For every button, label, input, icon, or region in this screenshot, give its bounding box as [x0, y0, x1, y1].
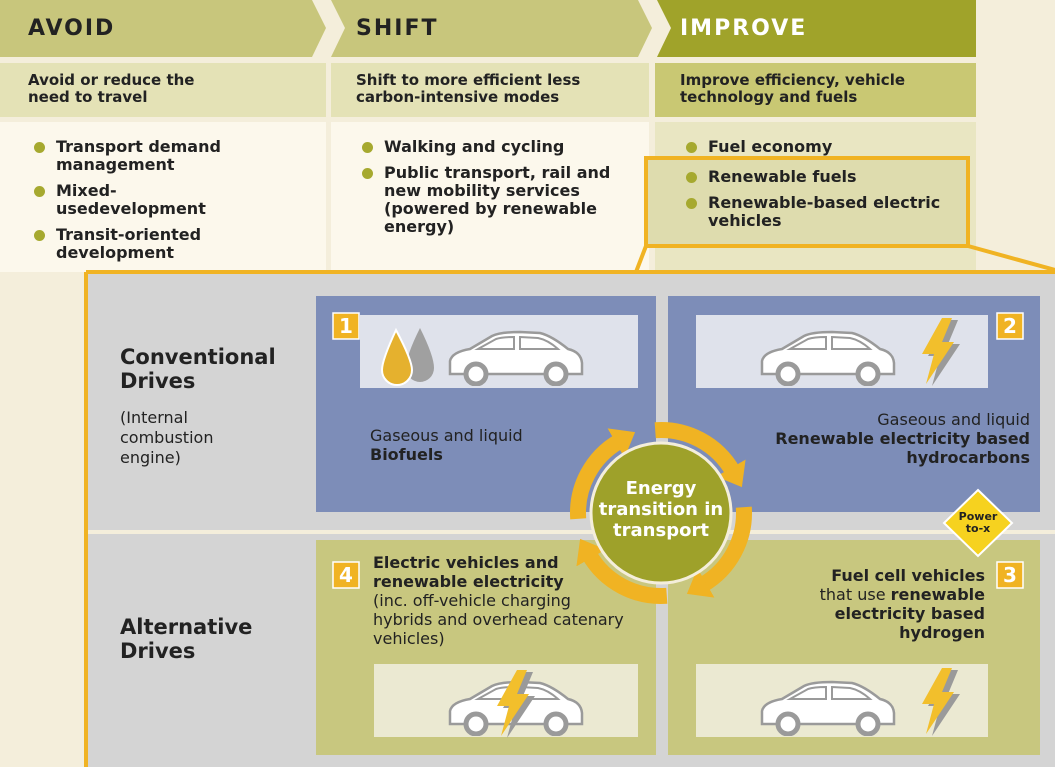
- subtitle-band: [0, 63, 326, 117]
- center-circle: [589, 441, 733, 585]
- quadrant-text: Gaseous and liquid Renewable electricity…: [760, 410, 1030, 467]
- quadrant-number: 1: [339, 314, 353, 338]
- row-title: Conventional Drives: [120, 345, 276, 393]
- text-part: Gaseous and liquid: [877, 410, 1030, 429]
- column-title: AVOID: [28, 16, 116, 41]
- quadrant-text: Gaseous and liquid Biofuels: [370, 426, 550, 464]
- header-shape: [657, 0, 976, 57]
- list-item: Walking and cycling: [360, 138, 630, 156]
- highlighted-list: Renewable fuels Renewable-based electric …: [684, 168, 964, 238]
- text-part: Gaseous and liquid: [370, 426, 523, 445]
- subtitle-band: [655, 63, 976, 117]
- item-list: Transport demand management Mixed-usedeve…: [32, 138, 262, 270]
- quadrant-number: 4: [339, 563, 353, 587]
- number-badge: [996, 312, 1024, 340]
- header-shape: [331, 0, 652, 57]
- quadrant-number: 2: [1003, 314, 1017, 338]
- list-item: Renewable fuels: [684, 168, 964, 186]
- number-badge: [996, 561, 1024, 589]
- list-item: Transport demand management: [32, 138, 262, 174]
- cycle-arrows: [570, 422, 752, 604]
- header-shape: [0, 0, 326, 57]
- column-title: SHIFT: [356, 16, 439, 41]
- column-title: IMPROVE: [680, 16, 808, 41]
- badge-diamond: [942, 488, 1014, 558]
- number-badge: [332, 312, 360, 340]
- list-item: Public transport, rail and new mobility …: [360, 164, 630, 236]
- badge-label: Power to-x: [958, 510, 998, 535]
- quadrant-text: Electric vehicles and renewable electric…: [373, 553, 633, 648]
- row-title: Alternative Drives: [120, 615, 253, 663]
- text-part: that use: [819, 585, 886, 604]
- column-subtitle: Shift to more efficient less carbon-inte…: [356, 71, 581, 106]
- list-item: Mixed-usedevelopment: [32, 182, 262, 218]
- list-item: Renewable-based electric vehicles: [684, 194, 964, 230]
- connector-line: [967, 244, 1055, 272]
- text-part: (inc. off-vehicle charging hybrids and o…: [373, 591, 624, 648]
- cycle-arrow: [686, 506, 752, 598]
- text-part: Fuel cell vehicles: [831, 566, 985, 585]
- column-subtitle: Improve efficiency, vehicle technology a…: [680, 71, 906, 106]
- item-box: [331, 122, 649, 270]
- item-list: Walking and cycling Public transport, rai…: [360, 138, 630, 244]
- item-box: [0, 122, 326, 272]
- number-badge: [332, 561, 360, 589]
- item-list: Fuel economy: [684, 138, 964, 164]
- text-part: Electric vehicles and renewable electric…: [373, 553, 564, 591]
- center-label: Energy transition in transport: [598, 478, 724, 541]
- cycle-arrow: [570, 428, 636, 520]
- cycle-arrow: [654, 422, 746, 488]
- subtitle-band: [331, 63, 649, 117]
- list-item: Fuel economy: [684, 138, 964, 156]
- text-part: Biofuels: [370, 445, 443, 464]
- quadrant-number: 3: [1003, 563, 1017, 587]
- highlight-box: [644, 156, 970, 248]
- column-subtitle: Avoid or reduce the need to travel: [28, 71, 195, 106]
- text-part: renewable electricity based hydrogen: [834, 585, 985, 642]
- connector-line: [634, 245, 648, 273]
- list-item: Transit-oriented development: [32, 226, 262, 262]
- cycle-arrow: [576, 538, 668, 604]
- quadrant-text: Fuel cell vehicles that use renewable el…: [790, 566, 985, 642]
- row-note: (Internal combustion engine): [120, 408, 214, 467]
- text-part: Renewable electricity based hydrocarbons: [775, 429, 1030, 467]
